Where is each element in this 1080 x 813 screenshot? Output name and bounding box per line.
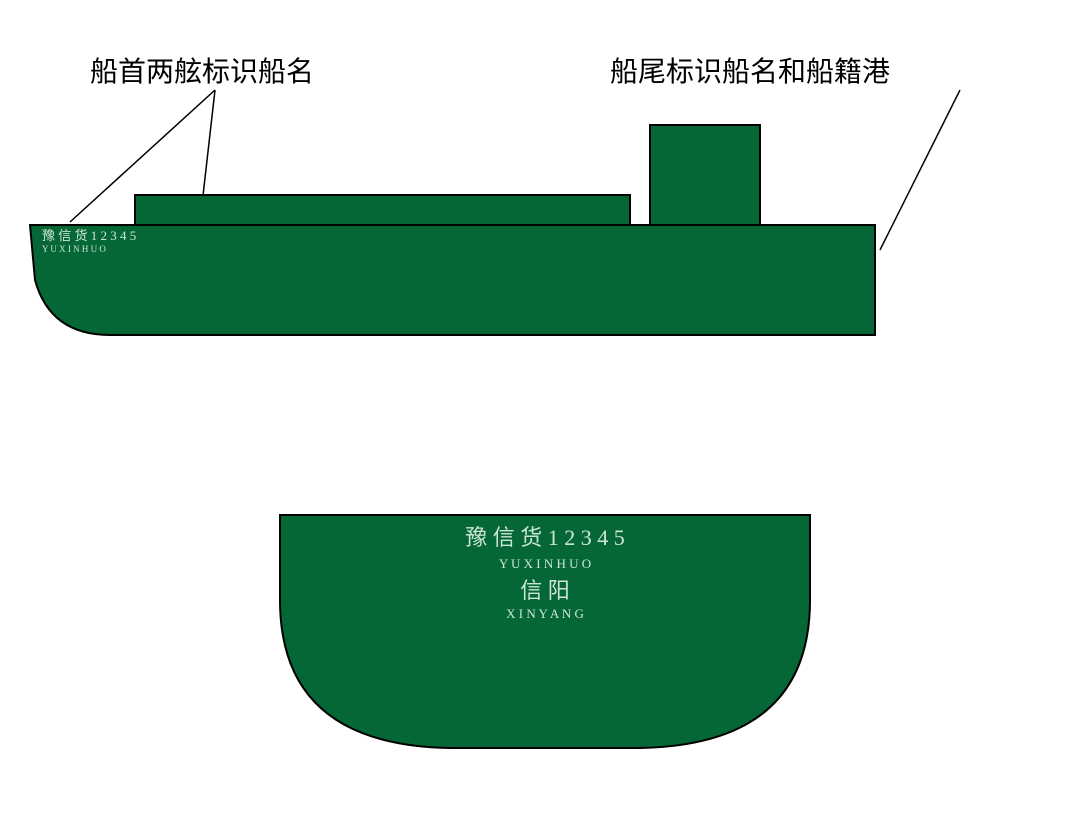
ship-side-name-en: Y U X I N H U O	[42, 244, 106, 254]
bow-annotation-label: 船首两舷标识船名	[90, 50, 314, 90]
ship-side-name-cn: 豫 信 货 1 2 3 4 5	[42, 228, 136, 243]
ship-side-cabin	[650, 125, 760, 225]
ship-stern-port-cn: 信 阳	[520, 578, 570, 603]
ship-stern-name-en: Y U X I N H U O	[499, 556, 591, 571]
ship-side-hull	[30, 225, 875, 335]
stern-annotation-label: 船尾标识船名和船籍港	[610, 50, 890, 90]
ship-stern-name-cn: 豫 信 货 1 2 3 4 5	[465, 525, 625, 550]
ship-stern-port-en: X I N Y A N G	[506, 606, 584, 621]
ship-diagram: 豫 信 货 1 2 3 4 5 Y U X I N H U O 豫 信 货 1 …	[0, 0, 1080, 813]
ship-side-cargo-hold	[135, 195, 630, 225]
stern-pointer-line	[880, 90, 960, 250]
